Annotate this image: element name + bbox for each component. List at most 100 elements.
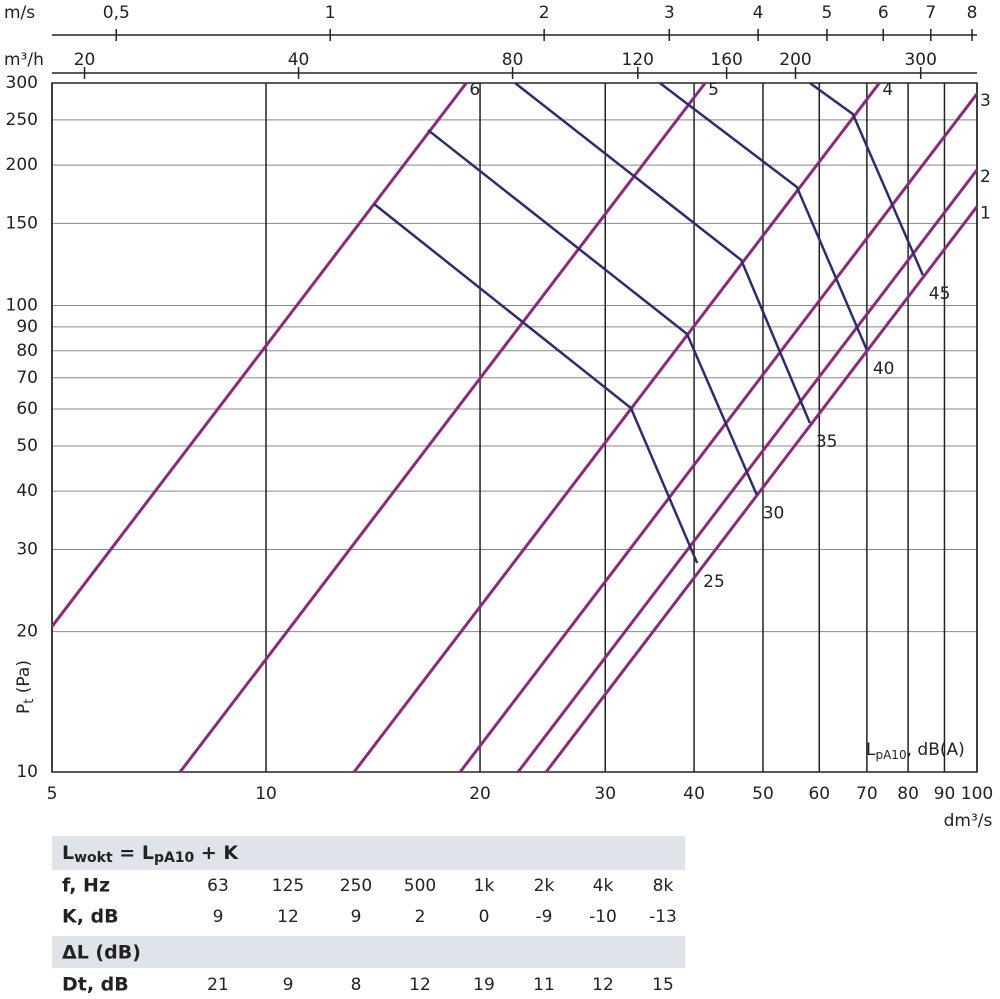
curve-label: 1 bbox=[980, 204, 991, 224]
table-cell: 500 bbox=[404, 876, 436, 896]
table-cell: 9 bbox=[283, 975, 294, 995]
title-part: = L bbox=[113, 842, 154, 864]
top-axis-label: m/s bbox=[4, 3, 35, 23]
x-tick-label: 90 bbox=[934, 784, 956, 804]
x-tick-label: 50 bbox=[752, 784, 774, 804]
curve-label: 35 bbox=[816, 432, 838, 452]
y-tick-label: 250 bbox=[6, 110, 38, 130]
sound-curve bbox=[373, 203, 699, 564]
table-cell: 9 bbox=[351, 907, 362, 927]
x-tick-label: 80 bbox=[897, 784, 919, 804]
sound-curve bbox=[809, 81, 924, 276]
y-tick-label: 150 bbox=[6, 213, 38, 233]
top-tick-label: 0,5 bbox=[103, 3, 130, 23]
curve-label: 5 bbox=[708, 80, 719, 100]
top-tick-label: 20 bbox=[74, 50, 96, 70]
sound-curve bbox=[514, 82, 812, 424]
y-tick-label: 100 bbox=[6, 296, 38, 316]
fan-curve bbox=[544, 205, 979, 773]
x-tick-label: 70 bbox=[856, 784, 878, 804]
fan-curve bbox=[178, 82, 707, 773]
y-tick-label: 20 bbox=[16, 622, 38, 642]
table-cell: 21 bbox=[207, 975, 229, 995]
top-tick-label: 40 bbox=[288, 50, 310, 70]
curve-label: 4 bbox=[882, 80, 893, 100]
x-tick-label: 30 bbox=[594, 784, 616, 804]
sound-curve bbox=[659, 82, 869, 351]
annotation-sub: pA10 bbox=[875, 748, 906, 762]
top-tick-label: 80 bbox=[502, 50, 524, 70]
y-tick-label: 40 bbox=[16, 481, 38, 501]
table-cell: 250 bbox=[340, 876, 372, 896]
table-cell: 12 bbox=[277, 907, 299, 927]
table-cell: 15 bbox=[652, 975, 674, 995]
table-cell: 4k bbox=[593, 876, 614, 896]
y-tick-label: 80 bbox=[16, 341, 38, 361]
table-cell: K, dB bbox=[62, 906, 119, 928]
top-tick-label: 300 bbox=[904, 50, 936, 70]
title-sub: wokt bbox=[74, 850, 113, 866]
curve-label: 3 bbox=[980, 91, 991, 111]
table-cell: 8k bbox=[653, 876, 674, 896]
curve-label: 2 bbox=[980, 167, 991, 187]
y-label-part: P bbox=[14, 704, 34, 714]
table-cell: 125 bbox=[272, 876, 304, 896]
annotation-part: , dB(A) bbox=[907, 740, 965, 760]
top-axis-label: m³/h bbox=[4, 50, 44, 70]
table-cell: -9 bbox=[536, 907, 553, 927]
fan-curve bbox=[458, 92, 979, 773]
top-tick-label: 120 bbox=[622, 50, 654, 70]
title-part: L bbox=[62, 842, 74, 864]
top-tick-label: 8 bbox=[967, 3, 978, 23]
table-cell: 12 bbox=[409, 975, 431, 995]
table-title: ΔL (dB) bbox=[62, 942, 141, 964]
y-tick-label: 90 bbox=[16, 317, 38, 337]
table-cell: 0 bbox=[479, 907, 490, 927]
table-cell: 1k bbox=[474, 876, 495, 896]
top-tick-label: 6 bbox=[878, 3, 889, 23]
table-cell: 11 bbox=[533, 975, 555, 995]
title-part: + K bbox=[194, 842, 239, 864]
table-cell: -13 bbox=[649, 907, 677, 927]
y-tick-label: 30 bbox=[16, 539, 38, 559]
top-tick-label: 200 bbox=[779, 50, 811, 70]
x-tick-label: 60 bbox=[808, 784, 830, 804]
table-cell: 9 bbox=[213, 907, 224, 927]
table-header-band bbox=[52, 836, 685, 870]
top-tick-label: 4 bbox=[753, 3, 764, 23]
y-tick-label: 200 bbox=[6, 155, 38, 175]
y-tick-label: 70 bbox=[16, 368, 38, 388]
y-tick-label: 10 bbox=[16, 762, 38, 782]
top-tick-label: 1 bbox=[325, 3, 336, 23]
table-header-band bbox=[52, 936, 685, 968]
table-cell: 19 bbox=[473, 975, 495, 995]
x-tick-label: 100 bbox=[961, 784, 993, 804]
top-tick-label: 3 bbox=[664, 3, 675, 23]
x-axis-label: dm³/s bbox=[944, 811, 993, 831]
curve-label: 40 bbox=[873, 359, 895, 379]
title-sub: pA10 bbox=[154, 850, 195, 866]
annotation-part: L bbox=[866, 740, 876, 760]
table-cell: 8 bbox=[351, 975, 362, 995]
top-tick-label: 160 bbox=[710, 50, 742, 70]
top-tick-label: 7 bbox=[925, 3, 936, 23]
top-tick-label: 5 bbox=[822, 3, 833, 23]
fan-curve bbox=[50, 82, 468, 628]
table-title: Lwokt = LpA10 + K bbox=[62, 842, 239, 867]
fan-curve bbox=[352, 82, 881, 773]
table-cell: -10 bbox=[589, 907, 617, 927]
curve-label: 6 bbox=[469, 80, 480, 100]
table-cell: 2k bbox=[534, 876, 555, 896]
annotation: LpA10, dB(A) bbox=[866, 740, 965, 762]
top-tick-label: 2 bbox=[539, 3, 550, 23]
x-tick-label: 20 bbox=[469, 784, 491, 804]
y-tick-label: 60 bbox=[16, 399, 38, 419]
curve-label: 25 bbox=[703, 572, 725, 592]
x-tick-label: 40 bbox=[683, 784, 705, 804]
plot-frame bbox=[51, 82, 978, 773]
y-label-sub: t bbox=[22, 699, 37, 704]
y-tick-label: 50 bbox=[16, 436, 38, 456]
table-cell: 12 bbox=[592, 975, 614, 995]
y-tick-label: 300 bbox=[6, 73, 38, 93]
